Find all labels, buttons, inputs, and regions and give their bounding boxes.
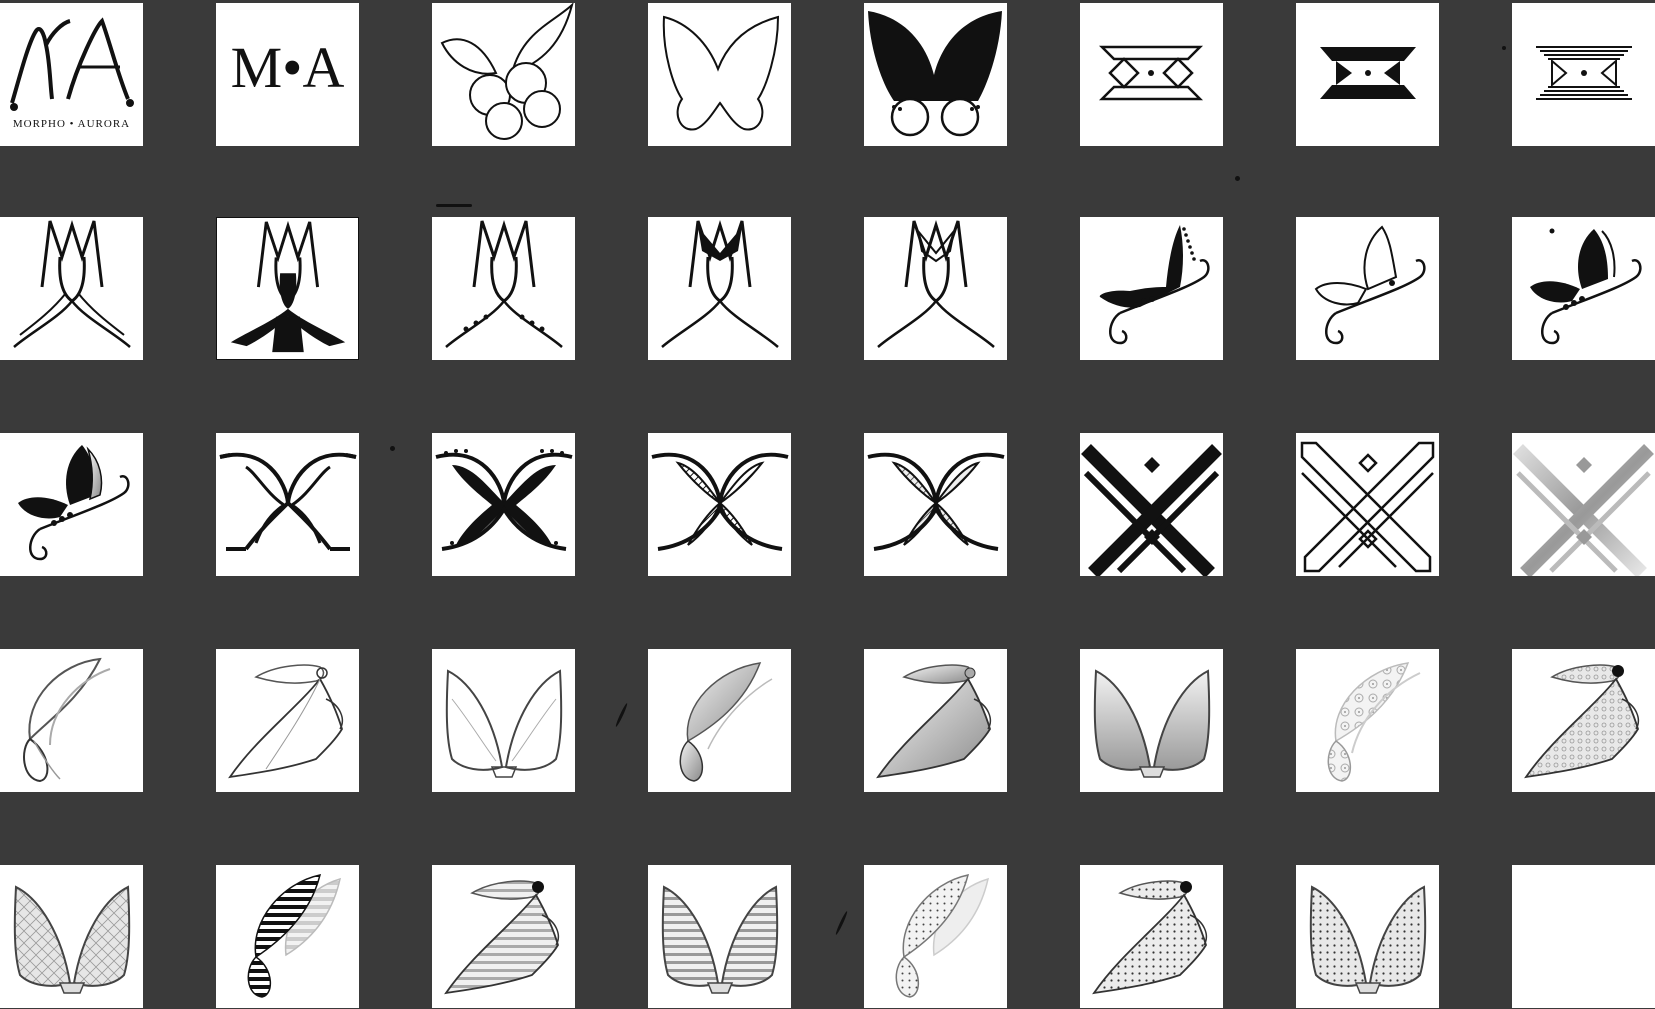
- wing-dotted-icon: [895, 874, 990, 998]
- fairy-wings-gradient-icon: [1093, 669, 1211, 778]
- tile-butterfly-side-mixed[interactable]: [1512, 217, 1655, 360]
- tile-blank[interactable]: [1512, 865, 1655, 1008]
- tile-diagonal-x-outline[interactable]: [1296, 433, 1439, 576]
- wing-gradient-icon: [679, 662, 773, 782]
- diagonal-x-gray-icon: [1513, 444, 1654, 576]
- tile-butterfly-solid[interactable]: [864, 3, 1007, 146]
- tile-wing-gradient[interactable]: [648, 649, 791, 792]
- tile-ma-solid-figure[interactable]: [216, 217, 359, 360]
- tile-butterfly-outline[interactable]: [648, 3, 791, 146]
- x-wings-solid-dotted-icon: [435, 449, 573, 551]
- geometric-x-solid-icon: [1320, 47, 1416, 99]
- fairy-wings-outline-icon: [445, 669, 563, 778]
- fairy-wings-striped-icon: [661, 885, 779, 994]
- veil-wing-gradient-icon: [876, 664, 992, 779]
- stray-dash: [436, 204, 472, 207]
- tile-ma-dotted-figure[interactable]: [432, 217, 575, 360]
- veil-wing-outline-icon: [228, 664, 344, 779]
- tile-wing-striped[interactable]: [216, 865, 359, 1008]
- stray-dot: [390, 446, 395, 451]
- butterfly-solid-dotted-icon: [868, 11, 1002, 137]
- butterfly-side-outline-icon: [1314, 225, 1426, 345]
- tile-x-wings-hatched[interactable]: [648, 433, 791, 576]
- fairy-wings-lace-icon: [13, 885, 131, 994]
- butterfly-swirl-circles-icon: [440, 3, 574, 140]
- tile-diagonal-x-solid[interactable]: [1080, 433, 1223, 576]
- fairy-wings-dotted-icon: [1309, 885, 1427, 994]
- tile-veil-wing-striped[interactable]: [432, 865, 575, 1008]
- wing-floral-lace-icon: [1327, 662, 1421, 782]
- veil-wing-lace-icon: [1524, 664, 1640, 779]
- tile-geo-x-striped[interactable]: [1512, 3, 1655, 146]
- stray-dot: [1235, 176, 1240, 181]
- tile-ma-outline-bow[interactable]: [864, 217, 1007, 360]
- tile-wing-floral[interactable]: [1296, 649, 1439, 792]
- tile-geo-x-solid[interactable]: [1296, 3, 1439, 146]
- tile-wing-sketch[interactable]: [0, 649, 143, 792]
- butterfly-side-gradient-icon: [18, 445, 130, 561]
- tile-fairy-wings-striped[interactable]: [648, 865, 791, 1008]
- tile-wing-dotted[interactable]: [864, 865, 1007, 1008]
- butterfly-outline-icon: [662, 15, 780, 131]
- tile-butterfly-side-outline[interactable]: [1296, 217, 1439, 360]
- stray-dot: [1502, 46, 1506, 50]
- tile-x-wings-gray[interactable]: [864, 433, 1007, 576]
- tile-fairy-wings-gradient[interactable]: [1080, 649, 1223, 792]
- tile-ma-monogram[interactable]: M•A: [216, 3, 359, 146]
- monogram-text: M•A: [230, 35, 345, 100]
- tile-fairy-wings[interactable]: [432, 649, 575, 792]
- tile-x-wings-solid[interactable]: [432, 433, 575, 576]
- diagonal-x-outline-icon: [1300, 441, 1435, 573]
- tile-ma-script-logo[interactable]: MORPHO • AURORA: [0, 3, 143, 146]
- veil-wing-striped-icon: [444, 880, 560, 995]
- tile-butterfly-swirl[interactable]: [432, 3, 575, 146]
- ma-line-figure-icon: [13, 219, 131, 348]
- butterfly-side-solid-icon: [1099, 225, 1210, 345]
- tile-ma-line-figure[interactable]: [0, 217, 143, 360]
- tile-veil-wing-lace[interactable]: [1512, 649, 1655, 792]
- wing-sketch-outline-icon: [23, 657, 111, 783]
- ma-script-logo-icon: [10, 17, 134, 111]
- tile-fairy-wings-lace[interactable]: [0, 865, 143, 1008]
- brand-caption: MORPHO • AURORA: [12, 118, 131, 130]
- geometric-x-outline-icon: [1098, 45, 1204, 101]
- diagonal-x-solid-icon: [1081, 444, 1222, 576]
- ma-outline-bow-figure-icon: [877, 219, 995, 348]
- stray-dash: [614, 702, 629, 728]
- tile-veil-wing[interactable]: [216, 649, 359, 792]
- stray-dash: [834, 910, 849, 936]
- tile-butterfly-side-solid[interactable]: [1080, 217, 1223, 360]
- x-wings-hatched-icon: [651, 452, 789, 551]
- x-wings-outline-icon: [219, 452, 357, 551]
- tile-veil-wing-gradient[interactable]: [864, 649, 1007, 792]
- veil-wing-dotted-icon: [1092, 880, 1208, 995]
- tile-fairy-wings-dotted[interactable]: [1296, 865, 1439, 1008]
- geometric-x-striped-icon: [1536, 46, 1632, 100]
- tile-butterfly-side-gradient[interactable]: [0, 433, 143, 576]
- ma-solid-figure-icon: [230, 220, 346, 353]
- tile-veil-wing-dotted[interactable]: [1080, 865, 1223, 1008]
- tile-ma-filled-bow[interactable]: [648, 217, 791, 360]
- ma-filled-bow-figure-icon: [661, 219, 779, 348]
- butterfly-side-mixed-icon: [1530, 228, 1642, 345]
- wing-striped-icon: [247, 874, 342, 998]
- ma-dotted-figure-icon: [445, 219, 563, 348]
- tile-x-wings-outline[interactable]: [216, 433, 359, 576]
- x-wings-gray-hatched-icon: [867, 452, 1005, 551]
- tile-diagonal-x-gray[interactable]: [1512, 433, 1655, 576]
- tile-geo-x-outline[interactable]: [1080, 3, 1223, 146]
